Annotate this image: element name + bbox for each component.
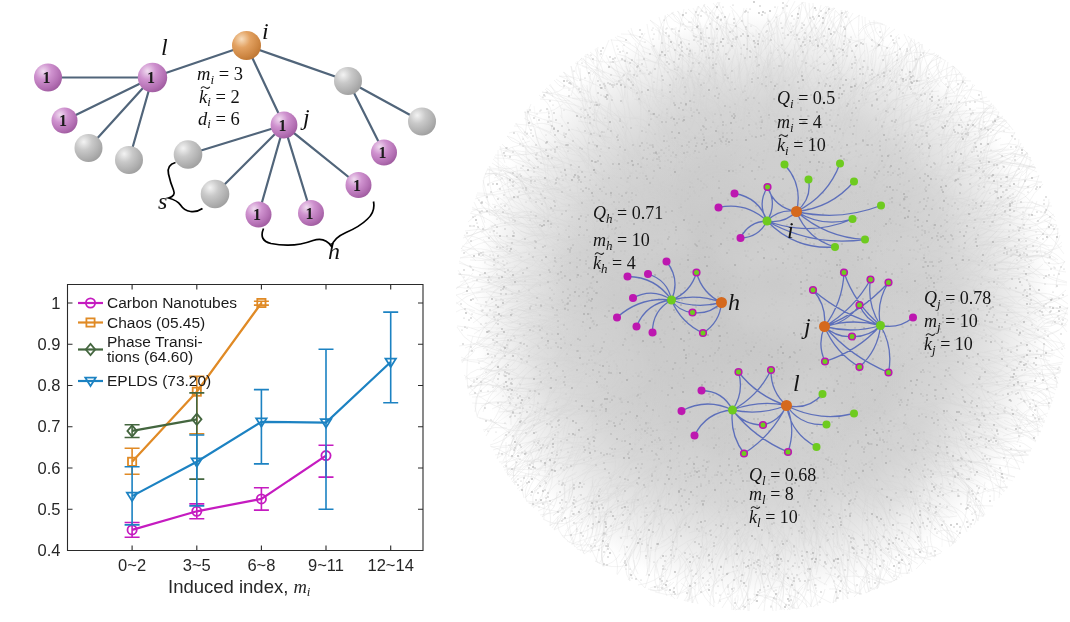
svg-text:Qj = 0.78: Qj = 0.78 bbox=[924, 288, 991, 311]
svg-text:0.7: 0.7 bbox=[38, 417, 61, 435]
svg-text:kl = 10: kl = 10 bbox=[749, 507, 798, 530]
svg-text:1: 1 bbox=[306, 205, 314, 222]
svg-text:mi = 4: mi = 4 bbox=[777, 112, 822, 135]
svg-text:l: l bbox=[161, 34, 168, 60]
svg-text:1: 1 bbox=[353, 177, 361, 194]
svg-text:1: 1 bbox=[43, 69, 51, 86]
svg-text:0.5: 0.5 bbox=[38, 500, 61, 518]
svg-text:Qi = 0.5: Qi = 0.5 bbox=[777, 88, 835, 111]
svg-text:ki = 2: ki = 2 bbox=[199, 87, 240, 110]
svg-text:0.6: 0.6 bbox=[38, 459, 61, 477]
svg-text:Chaos (05.45): Chaos (05.45) bbox=[107, 314, 205, 331]
svg-text:0.8: 0.8 bbox=[38, 376, 61, 394]
svg-text:Qh = 0.71: Qh = 0.71 bbox=[593, 203, 663, 226]
svg-text:1: 1 bbox=[51, 294, 60, 312]
svg-text:Induced index, mi: Induced index, mi bbox=[168, 576, 311, 599]
svg-text:ml = 8: ml = 8 bbox=[749, 484, 794, 507]
svg-text:tions (64.60): tions (64.60) bbox=[107, 348, 193, 365]
svg-text:l: l bbox=[793, 370, 800, 396]
svg-text:1: 1 bbox=[279, 117, 287, 134]
svg-text:1: 1 bbox=[147, 69, 155, 86]
svg-text:s: s bbox=[158, 188, 167, 214]
svg-text:mh = 10: mh = 10 bbox=[593, 230, 650, 253]
svg-text:mj = 10: mj = 10 bbox=[924, 311, 978, 334]
svg-text:12~14: 12~14 bbox=[368, 556, 414, 574]
svg-text:1: 1 bbox=[253, 206, 261, 223]
svg-text:3~5: 3~5 bbox=[183, 556, 211, 574]
svg-text:i: i bbox=[787, 217, 794, 243]
svg-text:EPLDS (73.20): EPLDS (73.20) bbox=[107, 372, 211, 389]
svg-text:6~8: 6~8 bbox=[247, 556, 275, 574]
svg-text:Carbon Nanotubes: Carbon Nanotubes bbox=[107, 294, 237, 311]
svg-text:0.9: 0.9 bbox=[38, 335, 61, 353]
svg-text:0.4: 0.4 bbox=[38, 541, 61, 559]
svg-text:h: h bbox=[728, 289, 740, 315]
svg-text:0~2: 0~2 bbox=[118, 556, 146, 574]
svg-text:di = 6: di = 6 bbox=[198, 109, 240, 132]
svg-text:1: 1 bbox=[379, 144, 387, 161]
svg-text:1: 1 bbox=[59, 112, 67, 129]
svg-text:mi = 3: mi = 3 bbox=[197, 64, 243, 87]
svg-text:9~11: 9~11 bbox=[308, 556, 344, 574]
svg-text:i: i bbox=[262, 18, 269, 44]
svg-text:ki = 10: ki = 10 bbox=[777, 135, 826, 158]
svg-text:kh = 4: kh = 4 bbox=[593, 253, 636, 276]
svg-text:kj = 10: kj = 10 bbox=[924, 334, 973, 357]
